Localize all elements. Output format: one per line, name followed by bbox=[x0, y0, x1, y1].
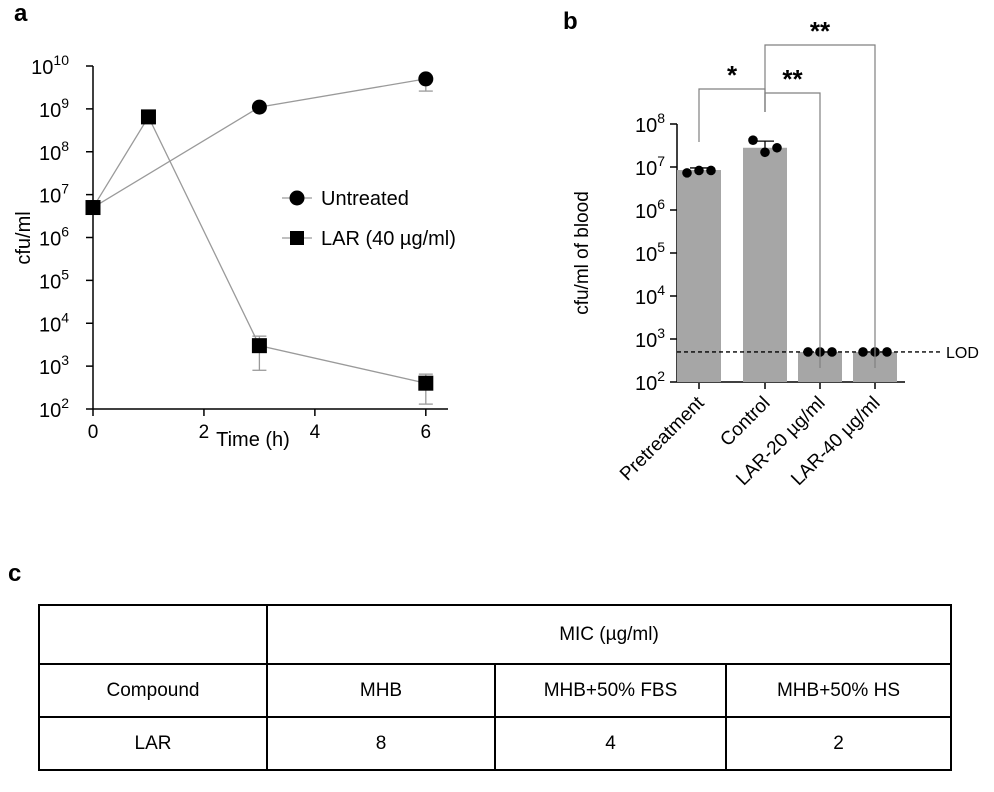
table-header-mhb-fbs: MHB+50% FBS bbox=[494, 663, 727, 718]
legend-marker-square bbox=[290, 231, 304, 245]
y-tick-label-b: 107 bbox=[635, 153, 665, 180]
significance-bracket bbox=[698, 88, 766, 142]
significance-label: ** bbox=[782, 64, 803, 94]
y-tick-label-a: 1010 bbox=[31, 52, 69, 79]
data-point-untreated bbox=[418, 71, 434, 87]
x-axis-label-a: Time (h) bbox=[216, 429, 290, 451]
replicate-dot bbox=[760, 147, 770, 158]
legend-marker-circle bbox=[289, 190, 305, 206]
significance-bracket bbox=[764, 44, 876, 368]
bar bbox=[677, 170, 721, 382]
mic-table: MIC (µg/ml) Compound MHB MHB+50% FBS MHB… bbox=[38, 604, 952, 771]
lod-label: LOD bbox=[946, 345, 979, 362]
bar bbox=[743, 147, 787, 382]
data-point-lar bbox=[251, 338, 267, 354]
chart-b-blood-bars: 102 103 104 105 106 107 108 cfu/ml of blood Pret… bbox=[572, 16, 979, 490]
table-cell-mhb-hs: 2 bbox=[725, 716, 952, 771]
significance-label: ** bbox=[810, 16, 831, 46]
panel-letter-b: b bbox=[563, 8, 578, 35]
x-tick-label-a: 4 bbox=[310, 422, 321, 443]
table-cell-empty bbox=[38, 604, 268, 665]
replicate-dot bbox=[803, 347, 813, 357]
data-point-lar bbox=[140, 109, 156, 125]
table-row: LAR 8 4 2 bbox=[38, 716, 952, 771]
replicate-dot bbox=[694, 165, 704, 176]
y-tick-label-b: 104 bbox=[635, 282, 665, 309]
y-tick-label-b: 105 bbox=[635, 239, 665, 266]
y-axis-label-b: cfu/ml of blood bbox=[572, 191, 593, 315]
y-tick-label-a: 108 bbox=[39, 138, 69, 165]
replicate-dot bbox=[772, 142, 782, 153]
y-tick-label-a: 109 bbox=[39, 95, 69, 122]
data-point-untreated bbox=[251, 99, 267, 115]
y-tick-label-b: 108 bbox=[635, 110, 665, 137]
legend-label: LAR (40 µg/ml) bbox=[321, 228, 456, 250]
replicate-dot bbox=[682, 168, 692, 178]
y-tick-label-b: 106 bbox=[635, 196, 665, 223]
y-tick-label-a: 103 bbox=[39, 352, 69, 379]
legend-label: Untreated bbox=[321, 188, 409, 210]
y-tick-label-b: 102 bbox=[635, 368, 665, 395]
chart-a-timekill: 0 2 4 6 Time (h) 102 103 104 105 106 107 108 109 1010… bbox=[13, 52, 456, 451]
mic-table-panel: MIC (µg/ml) Compound MHB MHB+50% FBS MHB… bbox=[38, 604, 952, 771]
y-tick-label-a: 107 bbox=[39, 181, 69, 208]
data-point-lar bbox=[85, 200, 101, 216]
table-cell-compound: LAR bbox=[38, 716, 268, 771]
y-tick-label-a: 106 bbox=[39, 224, 69, 251]
table-header-mhb-hs: MHB+50% HS bbox=[725, 663, 952, 718]
x-tick-label-a: 0 bbox=[88, 422, 99, 443]
x-tick-label-a: 2 bbox=[199, 422, 210, 443]
y-tick-label-a: 104 bbox=[39, 309, 69, 336]
data-point-lar bbox=[418, 375, 434, 391]
legend-a: Untreated LAR (40 µg/ml) bbox=[282, 188, 456, 250]
y-tick-label-a: 105 bbox=[39, 266, 69, 293]
panel-letter-c: c bbox=[8, 560, 22, 587]
replicate-dot bbox=[706, 165, 716, 176]
replicate-dot bbox=[748, 135, 758, 146]
panel-letter-a: a bbox=[14, 0, 28, 27]
series-line-1 bbox=[92, 115, 426, 384]
y-tick-label-a: 102 bbox=[39, 395, 69, 422]
x-tick-label-a: 6 bbox=[421, 422, 432, 443]
table-header-compound: Compound bbox=[38, 663, 268, 718]
y-axis-label-a: cfu/ml bbox=[13, 211, 35, 264]
table-header-row: Compound MHB MHB+50% FBS MHB+50% HS bbox=[38, 663, 952, 718]
significance-label: * bbox=[727, 60, 738, 90]
table-header-group-row: MIC (µg/ml) bbox=[38, 604, 952, 665]
y-tick-label-b: 103 bbox=[635, 325, 665, 352]
figure-charts: 0 2 4 6 Time (h) 102 103 104 105 106 107 108 109 1010… bbox=[13, 16, 979, 490]
table-header-mhb: MHB bbox=[266, 663, 496, 718]
x-tick-label-b: Pretreatment bbox=[616, 392, 709, 485]
table-header-group: MIC (µg/ml) bbox=[266, 604, 952, 665]
table-cell-mhb-fbs: 4 bbox=[494, 716, 727, 771]
table-cell-mhb: 8 bbox=[266, 716, 496, 771]
